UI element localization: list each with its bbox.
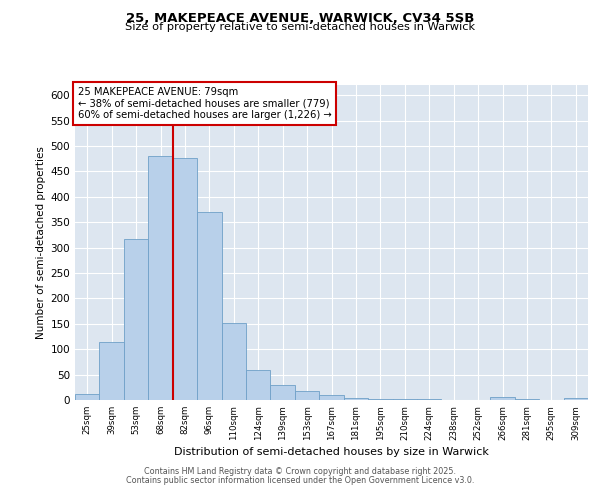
- Bar: [197, 212, 221, 400]
- Bar: [221, 323, 246, 400]
- Text: 25, MAKEPEACE AVENUE, WARWICK, CV34 5SB: 25, MAKEPEACE AVENUE, WARWICK, CV34 5SB: [126, 12, 474, 26]
- Bar: [490, 398, 515, 400]
- Text: 25 MAKEPEACE AVENUE: 79sqm
← 38% of semi-detached houses are smaller (779)
60% o: 25 MAKEPEACE AVENUE: 79sqm ← 38% of semi…: [77, 86, 331, 120]
- Bar: [271, 385, 295, 400]
- X-axis label: Distribution of semi-detached houses by size in Warwick: Distribution of semi-detached houses by …: [174, 446, 489, 456]
- Bar: [295, 392, 319, 400]
- Text: Size of property relative to semi-detached houses in Warwick: Size of property relative to semi-detach…: [125, 22, 475, 32]
- Bar: [124, 239, 148, 400]
- Y-axis label: Number of semi-detached properties: Number of semi-detached properties: [36, 146, 46, 339]
- Bar: [368, 399, 392, 400]
- Text: Contains HM Land Registry data © Crown copyright and database right 2025.: Contains HM Land Registry data © Crown c…: [144, 467, 456, 476]
- Bar: [75, 394, 100, 400]
- Bar: [148, 156, 173, 400]
- Text: Contains public sector information licensed under the Open Government Licence v3: Contains public sector information licen…: [126, 476, 474, 485]
- Bar: [100, 342, 124, 400]
- Bar: [173, 158, 197, 400]
- Bar: [246, 370, 271, 400]
- Bar: [344, 398, 368, 400]
- Bar: [319, 396, 344, 400]
- Bar: [563, 398, 588, 400]
